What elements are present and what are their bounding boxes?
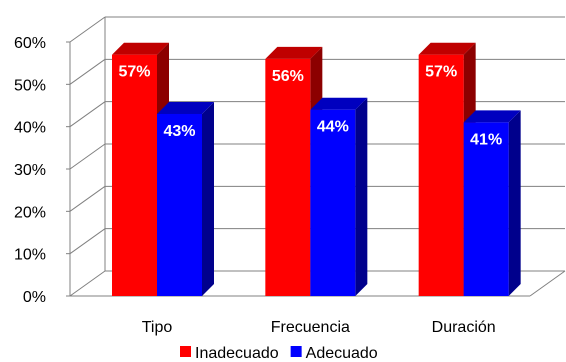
x-tick-label: Tipo [142, 319, 173, 336]
legend-item-adecuado: Adecuado [290, 345, 378, 362]
bar-side [355, 97, 368, 296]
legend-label: Adecuado [306, 345, 378, 362]
y-tick-label: 50% [14, 77, 46, 94]
bar-side [202, 101, 214, 296]
y-tick-label: 20% [14, 204, 46, 221]
legend: Inadecuado Adecuado [180, 345, 378, 362]
bar-top [418, 42, 476, 55]
bar-front [157, 113, 202, 296]
bar-front [463, 122, 509, 296]
gridline-diagonal [69, 228, 106, 255]
bar-front [112, 54, 157, 297]
bar-top [112, 42, 169, 55]
bar-front [265, 58, 311, 296]
bars: 57% 43% 56% 44% 57% 41% [112, 42, 521, 297]
legend-swatch [180, 346, 191, 357]
legend-item-inadecuado: Inadecuado [180, 345, 279, 362]
y-tick-label: 0% [23, 289, 46, 306]
bar-top [463, 110, 521, 123]
bar-adecuado-1: 44% [310, 97, 368, 296]
gridline-diagonal [69, 58, 106, 85]
y-tick-label: 30% [14, 162, 46, 179]
bar-front [310, 109, 356, 296]
bar-side [508, 110, 521, 296]
data-label: 41% [470, 131, 502, 148]
data-label: 56% [272, 68, 304, 85]
data-label: 44% [317, 119, 349, 136]
data-label: 57% [425, 64, 457, 81]
y-axis: 0% 10% 20% 30% 40% 50% 60% [14, 35, 70, 306]
data-label: 57% [118, 64, 150, 81]
bar-adecuado-0: 43% [157, 101, 214, 296]
x-tick-label: Frecuencia [271, 319, 350, 336]
gridline-diagonal [69, 185, 106, 212]
gridline-diagonal [69, 16, 106, 43]
legend-swatch [290, 346, 302, 357]
bar-top [157, 101, 214, 114]
data-label: 43% [163, 123, 195, 140]
y-tick-label: 60% [14, 35, 46, 52]
bar-adecuado-2: 41% [463, 110, 521, 296]
x-tick-label: Duración [432, 319, 496, 336]
floor-right-edge [529, 270, 566, 297]
y-tick-label: 40% [14, 120, 46, 137]
gridline-diagonal [69, 143, 106, 170]
gridline-diagonal [69, 101, 106, 128]
y-tick-label: 10% [14, 247, 46, 264]
bar-top [265, 46, 323, 59]
gridline-diagonal [69, 270, 106, 297]
x-axis: Tipo Frecuencia Duración [142, 319, 496, 336]
bar-front [418, 54, 464, 297]
bar-top [310, 97, 368, 110]
legend-label: Inadecuado [195, 345, 279, 362]
